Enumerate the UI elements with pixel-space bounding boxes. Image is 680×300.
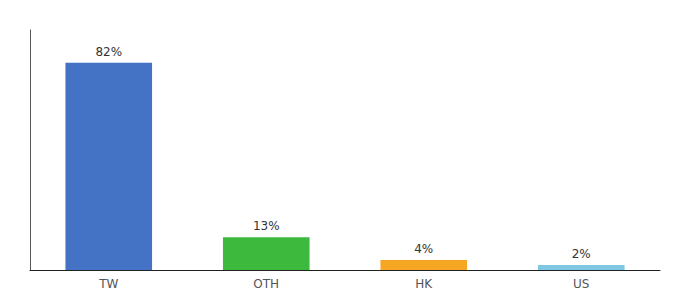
svg-text:4%: 4% — [414, 242, 433, 256]
svg-text:OTH: OTH — [253, 277, 279, 291]
svg-text:US: US — [573, 277, 589, 291]
svg-text:HK: HK — [415, 277, 433, 291]
svg-text:82%: 82% — [95, 45, 122, 59]
svg-text:13%: 13% — [253, 219, 280, 233]
svg-text:2%: 2% — [572, 247, 591, 261]
svg-text:TW: TW — [98, 277, 118, 291]
